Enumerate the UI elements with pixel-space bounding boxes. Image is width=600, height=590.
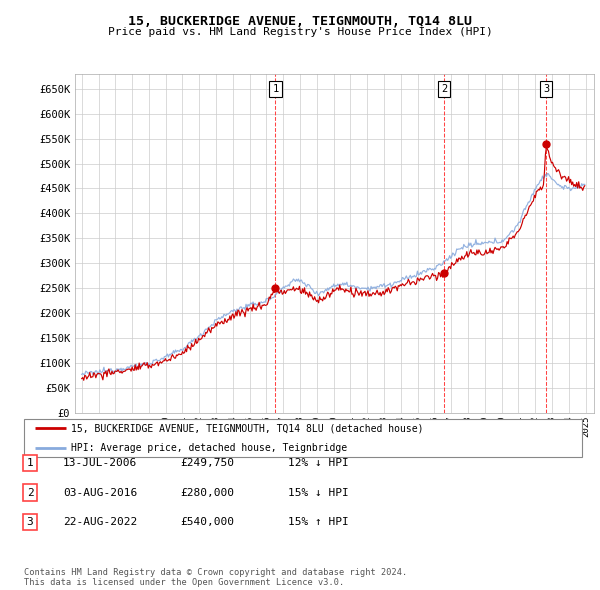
Text: 2: 2 <box>26 488 34 497</box>
Text: 15, BUCKERIDGE AVENUE, TEIGNMOUTH, TQ14 8LU (detached house): 15, BUCKERIDGE AVENUE, TEIGNMOUTH, TQ14 … <box>71 424 424 434</box>
Text: 03-AUG-2016: 03-AUG-2016 <box>63 488 137 497</box>
Text: 2: 2 <box>441 84 448 94</box>
Text: 3: 3 <box>26 517 34 527</box>
Text: £280,000: £280,000 <box>180 488 234 497</box>
Text: 1: 1 <box>272 84 278 94</box>
Text: 12% ↓ HPI: 12% ↓ HPI <box>288 458 349 468</box>
Text: 15% ↑ HPI: 15% ↑ HPI <box>288 517 349 527</box>
Text: 3: 3 <box>543 84 549 94</box>
Text: £249,750: £249,750 <box>180 458 234 468</box>
Text: Contains HM Land Registry data © Crown copyright and database right 2024.
This d: Contains HM Land Registry data © Crown c… <box>24 568 407 587</box>
Text: Price paid vs. HM Land Registry's House Price Index (HPI): Price paid vs. HM Land Registry's House … <box>107 27 493 37</box>
Text: 15% ↓ HPI: 15% ↓ HPI <box>288 488 349 497</box>
FancyBboxPatch shape <box>24 419 582 457</box>
Text: 13-JUL-2006: 13-JUL-2006 <box>63 458 137 468</box>
Text: 15, BUCKERIDGE AVENUE, TEIGNMOUTH, TQ14 8LU: 15, BUCKERIDGE AVENUE, TEIGNMOUTH, TQ14 … <box>128 15 472 28</box>
Text: HPI: Average price, detached house, Teignbridge: HPI: Average price, detached house, Teig… <box>71 442 347 453</box>
Text: 1: 1 <box>26 458 34 468</box>
Text: £540,000: £540,000 <box>180 517 234 527</box>
Text: 22-AUG-2022: 22-AUG-2022 <box>63 517 137 527</box>
